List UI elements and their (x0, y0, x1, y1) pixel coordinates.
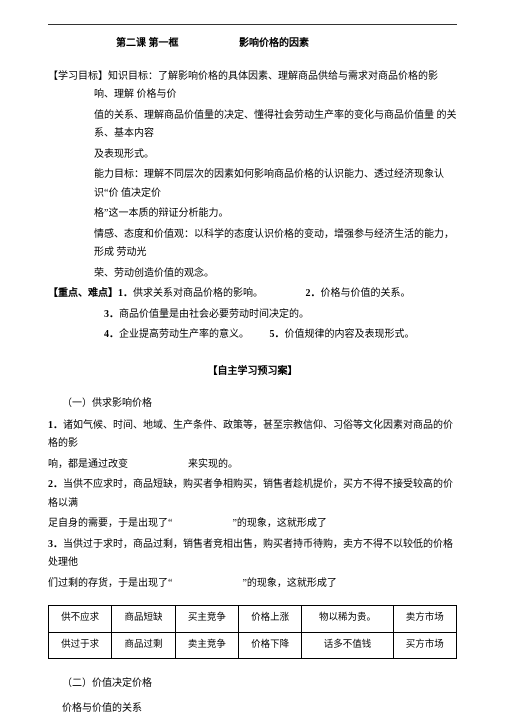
k1: 供求关系对商品价格的影响。 (133, 288, 263, 299)
keys-label: 【重点、难点】 (48, 288, 118, 299)
cell: 话多不值钱 (302, 632, 393, 659)
goal-emo-line2: 荣、劳动创造价值的观念。 (48, 265, 457, 284)
goal-know-line1: 【学习目标】知识目标：了解影响价格的具体因素、理解商品供给与需求对商品价格的影响… (48, 68, 457, 105)
goal-know-line3: 及表现形式。 (48, 146, 457, 165)
supply-demand-table: 供不应求 商品短缺 买主竞争 价格上涨 物以稀为贵。 卖方市场 供过于求 商品过… (48, 605, 457, 659)
goal-know-line2: 值的关系、理解商品价值量的决定、懂得社会劳动生产率的变化与商品价值量 的关系、基… (48, 107, 457, 144)
table-row: 供过于求 商品过剩 卖主竞争 价格下降 话多不值钱 买方市场 (49, 632, 457, 659)
goal-abil-line1: 能力目标：理解不同层次的因素如何影响商品价格的认识能力、透过经济现象认识“价 值… (48, 166, 457, 203)
p2-line1: 2．当供不应求时，商品短缺，购买者争相购买，销售者趁机提价，买方不得不接受较高的… (48, 476, 457, 513)
p2n: 2． (48, 479, 63, 490)
emo-label: 情感、态度和价值观： (94, 229, 194, 240)
section-1-title: （一）供求影响价格 (48, 395, 457, 414)
p1a: 诸如气候、时间、地域、生产条件、政策等，甚至宗教信仰、习俗等文化因素对商品的价格… (48, 420, 453, 450)
k5: 价值规律的内容及表现形式。 (285, 329, 415, 340)
k5n: 5． (270, 326, 285, 345)
p2a: 当供不应求时，商品短缺，购买者争相购买，销售者趁机提价，买方不得不接受较高的价格… (48, 479, 453, 509)
know-label: 知识目标： (108, 71, 158, 82)
cell: 供不应求 (49, 606, 112, 633)
k2: 价格与价值的关系。 (321, 288, 411, 299)
lesson-number: 第二课 第一框 (116, 38, 179, 49)
k4: 企业提高劳动生产率的意义。 (119, 329, 249, 340)
p1n: 1． (48, 420, 63, 431)
goal-emo-line1: 情感、态度和价值观：以科学的态度认识价格的变动，增强参与经济生活的能力，形成 劳… (48, 226, 457, 263)
cell: 买主竞争 (175, 606, 238, 633)
cell: 价格下降 (238, 632, 301, 659)
keys-line1: 【重点、难点】1．供求关系对商品价格的影响。 2．价格与价值的关系。 (48, 285, 457, 304)
p1c: 来实现的。 (188, 459, 238, 470)
lesson-title-row: 第二课 第一框 影响价格的因素 (48, 35, 457, 54)
cell: 卖主竞争 (175, 632, 238, 659)
cell: 商品短缺 (112, 606, 175, 633)
section-2-sub: 价格与价值的关系 (48, 700, 457, 718)
p3-line2: 们过剩的存货，于是出现了“ ”的现象，这就形成了 (48, 575, 457, 594)
cell: 买方市场 (393, 632, 456, 659)
k2n: 2． (306, 285, 321, 304)
keys-line3: 4．企业提高劳动生产率的意义。 5．价值规律的内容及表现形式。 (48, 326, 457, 345)
p1b: 响，都是通过改变 (48, 459, 128, 470)
cell: 物以稀为贵。 (302, 606, 393, 633)
abil-text-1: 理解不同层次的因素如何影响商品价格的认识能力、透过经济现象认识“价 值决定价 (94, 169, 444, 199)
p2b: 足自身的需要，于是出现了“ (48, 518, 172, 529)
cell: 价格上涨 (238, 606, 301, 633)
lesson-topic: 影响价格的因素 (239, 38, 309, 49)
p2-line2: 足自身的需要，于是出现了“ ”的现象，这就形成了 (48, 515, 457, 534)
table-row: 供不应求 商品短缺 买主竞争 价格上涨 物以稀为贵。 卖方市场 (49, 606, 457, 633)
preview-heading: 【自主学习预习案】 (48, 363, 457, 382)
k3n: 3． (104, 306, 119, 325)
k4n: 4． (104, 326, 119, 345)
goal-label: 【学习目标】 (48, 71, 108, 82)
p3c: ”的现象，这就形成了 (242, 578, 336, 589)
k1n: 1． (118, 285, 133, 304)
cell: 卖方市场 (393, 606, 456, 633)
p3a: 当供过于求时，商品过剩，销售者竞相出售，购买者持币待购，卖方不得不以较低的价格处… (48, 539, 453, 569)
cell: 供过于求 (49, 632, 112, 659)
p1-line1: 1．诸如气候、时间、地域、生产条件、政策等，甚至宗教信仰、习俗等文化因素对商品的… (48, 417, 457, 454)
top-rule (48, 24, 457, 25)
keys-line2: 3．商品价值量是由社会必要劳动时间决定的。 (48, 306, 457, 325)
p3-line1: 3．当供过于求时，商品过剩，销售者竞相出售，购买者持币待购，卖方不得不以较低的价… (48, 536, 457, 573)
section-2-title: （二）价值决定价格 (48, 675, 457, 694)
abil-label: 能力目标： (94, 169, 144, 180)
p2c: ”的现象，这就形成了 (232, 518, 326, 529)
p3n: 3． (48, 539, 63, 550)
k3: 商品价值量是由社会必要劳动时间决定的。 (119, 309, 309, 320)
goal-abil-line2: 格”这一本质的辩证分析能力。 (48, 205, 457, 224)
cell: 商品过剩 (112, 632, 175, 659)
p3b: 们过剩的存货，于是出现了“ (48, 578, 172, 589)
p1-line2: 响，都是通过改变 来实现的。 (48, 456, 457, 475)
